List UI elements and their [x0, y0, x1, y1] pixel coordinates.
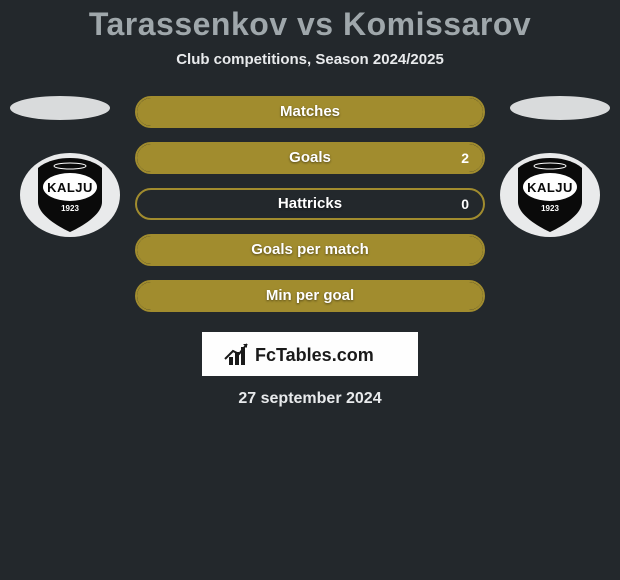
- subtitle: Club competitions, Season 2024/2025: [0, 51, 620, 68]
- stats-list: Matches Goals 2 Hattricks 0 Goals per ma…: [135, 96, 485, 312]
- player-ellipse-right: [510, 96, 610, 120]
- stat-row: Min per goal: [135, 280, 485, 312]
- club-year-text: 1923: [61, 204, 79, 213]
- player-ellipse-left: [10, 96, 110, 120]
- club-badge-left: KALJU 1923: [20, 152, 120, 238]
- stat-label: Goals per match: [137, 236, 483, 264]
- stat-row: Matches: [135, 96, 485, 128]
- page-title: Tarassenkov vs Komissarov: [0, 0, 620, 43]
- stat-label: Hattricks: [137, 190, 483, 218]
- stat-row: Hattricks 0: [135, 188, 485, 220]
- stat-row: Goals per match: [135, 234, 485, 266]
- stat-label: Min per goal: [137, 282, 483, 310]
- stat-label: Matches: [137, 98, 483, 126]
- footer-logo-text: FcTables.com: [255, 345, 374, 365]
- date-text: 27 september 2024: [0, 390, 620, 408]
- footer-logo: FcTables.com: [202, 332, 418, 376]
- stat-value-right: 0: [461, 190, 469, 218]
- club-badge-right: KALJU 1923: [500, 152, 600, 238]
- chart-icon: [225, 344, 247, 365]
- stat-row: Goals 2: [135, 142, 485, 174]
- club-name-text: KALJU: [527, 180, 573, 195]
- club-name-text: KALJU: [47, 180, 93, 195]
- stat-value-right: 2: [461, 144, 469, 172]
- stat-label: Goals: [137, 144, 483, 172]
- comparison-panel: KALJU 1923 KALJU 1923 Matches Goals 2 Ha…: [0, 96, 620, 408]
- club-year-text: 1923: [541, 204, 559, 213]
